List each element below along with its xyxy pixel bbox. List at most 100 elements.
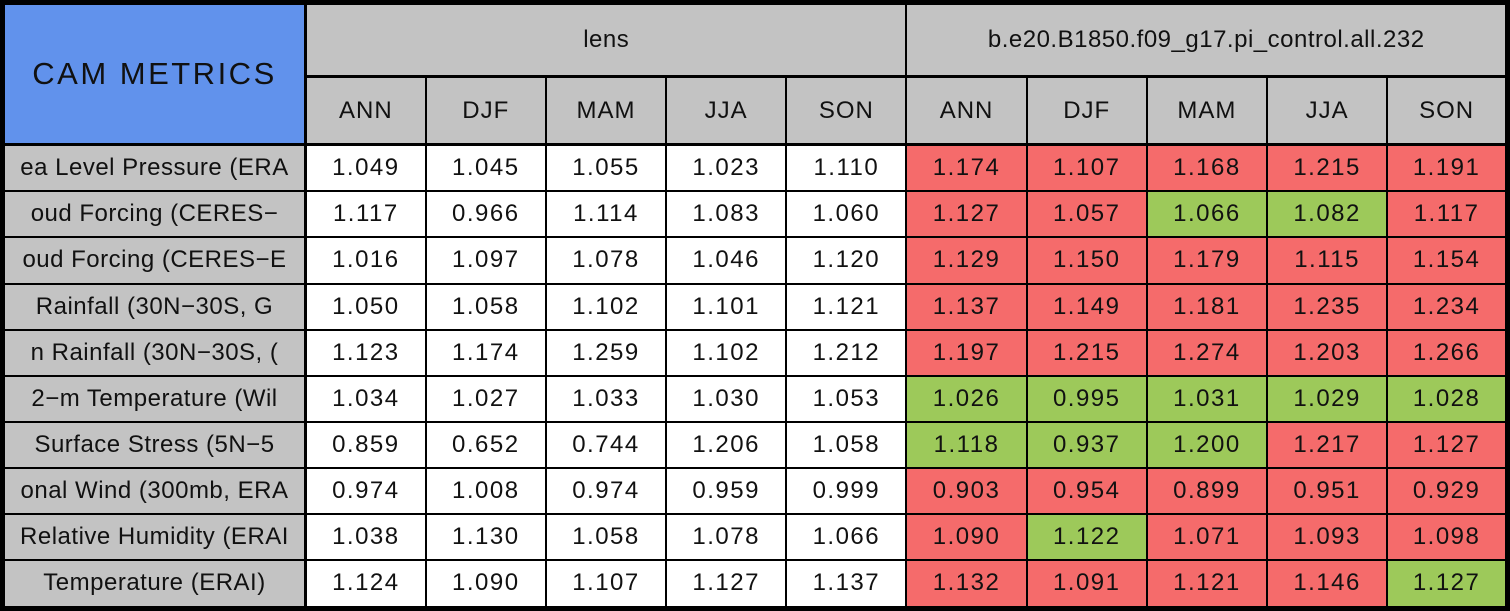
table-row: 2−m Temperature (Wil 1.034 1.027 1.033 1.030… [1, 374, 1509, 423]
metric-label-text: 2−m Temperature (Wil [31, 384, 278, 412]
lens-value-cell: 1.058 [785, 420, 908, 469]
control-value-cell: 1.127 [1386, 558, 1509, 610]
control-value-cell: 1.028 [1386, 374, 1509, 423]
lens-value-cell: 1.083 [665, 190, 788, 239]
lens-value-cell: 1.078 [544, 236, 668, 285]
season-header-son: SON [1386, 75, 1509, 146]
control-value-cell: 1.121 [1145, 558, 1269, 610]
control-value-cell: 1.181 [1145, 282, 1269, 331]
lens-value-cell: 1.066 [785, 512, 908, 561]
control-value-cell: 1.117 [1386, 190, 1509, 239]
control-value-cell: 1.234 [1386, 282, 1509, 331]
lens-value-cell: 1.090 [424, 558, 547, 610]
lens-value-cell: 1.016 [304, 236, 427, 285]
lens-value-cell: 1.049 [304, 143, 427, 193]
lens-value-cell: 1.212 [785, 328, 908, 377]
lens-value-cell: 1.045 [424, 143, 547, 193]
group-header-lens: lens [304, 1, 908, 78]
lens-value-cell: 1.110 [785, 143, 908, 193]
metric-label: oud Forcing (CERES−E [1, 236, 307, 285]
lens-value-cell: 1.027 [424, 374, 547, 423]
season-header-mam: MAM [544, 75, 668, 146]
lens-value-cell: 1.058 [424, 282, 547, 331]
control-value-cell: 1.082 [1265, 190, 1389, 239]
control-value-cell: 1.217 [1265, 420, 1389, 469]
metric-label: ea Level Pressure (ERA [1, 143, 307, 193]
metric-label: Rainfall (30N−30S, G [1, 282, 307, 331]
metric-label-text: onal Wind (300mb, ERA [20, 476, 289, 504]
metric-label-text: Rainfall (30N−30S, G [35, 292, 274, 320]
table-title: CAM METRICS [1, 1, 307, 146]
control-value-cell: 1.066 [1145, 190, 1269, 239]
control-value-cell: 1.200 [1145, 420, 1269, 469]
lens-value-cell: 1.053 [785, 374, 908, 423]
control-value-cell: 1.098 [1386, 512, 1509, 561]
control-value-cell: 1.179 [1145, 236, 1269, 285]
control-value-cell: 1.127 [1386, 420, 1509, 469]
control-value-cell: 1.266 [1386, 328, 1509, 377]
season-header-jja: JJA [1265, 75, 1389, 146]
lens-value-cell: 0.959 [665, 466, 788, 515]
lens-value-cell: 1.030 [665, 374, 788, 423]
control-value-cell: 1.174 [905, 143, 1028, 193]
metric-label-text: Relative Humidity (ERAI [20, 522, 289, 550]
control-value-cell: 0.929 [1386, 466, 1509, 515]
lens-value-cell: 1.130 [424, 512, 547, 561]
control-value-cell: 1.093 [1265, 512, 1389, 561]
table-row: Rainfall (30N−30S, G 1.050 1.058 1.102 1.101… [1, 282, 1509, 331]
control-value-cell: 1.197 [905, 328, 1028, 377]
control-value-cell: 1.127 [905, 190, 1028, 239]
control-value-cell: 0.937 [1025, 420, 1148, 469]
table-row: oud Forcing (CERES−E 1.016 1.097 1.078 1.046… [1, 236, 1509, 285]
metric-label: Relative Humidity (ERAI [1, 512, 307, 561]
lens-value-cell: 1.046 [665, 236, 788, 285]
control-value-cell: 1.274 [1145, 328, 1269, 377]
control-value-cell: 1.168 [1145, 143, 1269, 193]
control-value-cell: 0.951 [1265, 466, 1389, 515]
control-value-cell: 1.057 [1025, 190, 1148, 239]
lens-value-cell: 1.033 [544, 374, 668, 423]
lens-value-cell: 1.174 [424, 328, 547, 377]
lens-value-cell: 1.055 [544, 143, 668, 193]
metric-label-text: oud Forcing (CERES− [30, 200, 279, 228]
lens-value-cell: 1.034 [304, 374, 427, 423]
control-value-cell: 1.154 [1386, 236, 1509, 285]
season-header-djf: DJF [1025, 75, 1148, 146]
table-row: Surface Stress (5N−5 0.859 0.652 0.744 1.206… [1, 420, 1509, 469]
lens-value-cell: 1.102 [544, 282, 668, 331]
lens-value-cell: 1.008 [424, 466, 547, 515]
control-value-cell: 1.090 [905, 512, 1028, 561]
control-value-cell: 1.191 [1386, 143, 1509, 193]
metric-label-text: Temperature (ERAI) [43, 569, 266, 597]
control-value-cell: 1.203 [1265, 328, 1389, 377]
control-value-cell: 1.146 [1265, 558, 1389, 610]
control-value-cell: 1.150 [1025, 236, 1148, 285]
metric-label: n Rainfall (30N−30S, ( [1, 328, 307, 377]
lens-value-cell: 1.078 [665, 512, 788, 561]
lens-value-cell: 1.023 [665, 143, 788, 193]
season-header-son: SON [785, 75, 908, 146]
metric-label: oud Forcing (CERES− [1, 190, 307, 239]
lens-value-cell: 1.102 [665, 328, 788, 377]
control-value-cell: 1.031 [1145, 374, 1269, 423]
control-value-cell: 1.132 [905, 558, 1028, 610]
lens-value-cell: 0.966 [424, 190, 547, 239]
control-value-cell: 1.029 [1265, 374, 1389, 423]
lens-value-cell: 1.121 [785, 282, 908, 331]
metric-label: onal Wind (300mb, ERA [1, 466, 307, 515]
control-value-cell: 1.129 [905, 236, 1028, 285]
table-row: ea Level Pressure (ERA 1.049 1.045 1.055 1.0… [1, 143, 1509, 193]
lens-value-cell: 0.974 [544, 466, 668, 515]
control-value-cell: 1.122 [1025, 512, 1148, 561]
table-row: onal Wind (300mb, ERA 0.974 1.008 0.974 0.95… [1, 466, 1509, 515]
group-header-control-case: b.e20.B1850.f09_g17.pi_control.all.232 [905, 1, 1509, 78]
table-row: n Rainfall (30N−30S, (1.123 1.174 1.259 1.1… [1, 328, 1509, 377]
lens-value-cell: 1.038 [304, 512, 427, 561]
lens-value-cell: 0.744 [544, 420, 668, 469]
lens-value-cell: 0.999 [785, 466, 908, 515]
lens-value-cell: 1.137 [785, 558, 908, 610]
group-header-row: CAM METRICS lens b.e20.B1850.f09_g17.pi_… [1, 1, 1509, 146]
lens-value-cell: 1.050 [304, 282, 427, 331]
season-header-ann: ANN [905, 75, 1028, 146]
